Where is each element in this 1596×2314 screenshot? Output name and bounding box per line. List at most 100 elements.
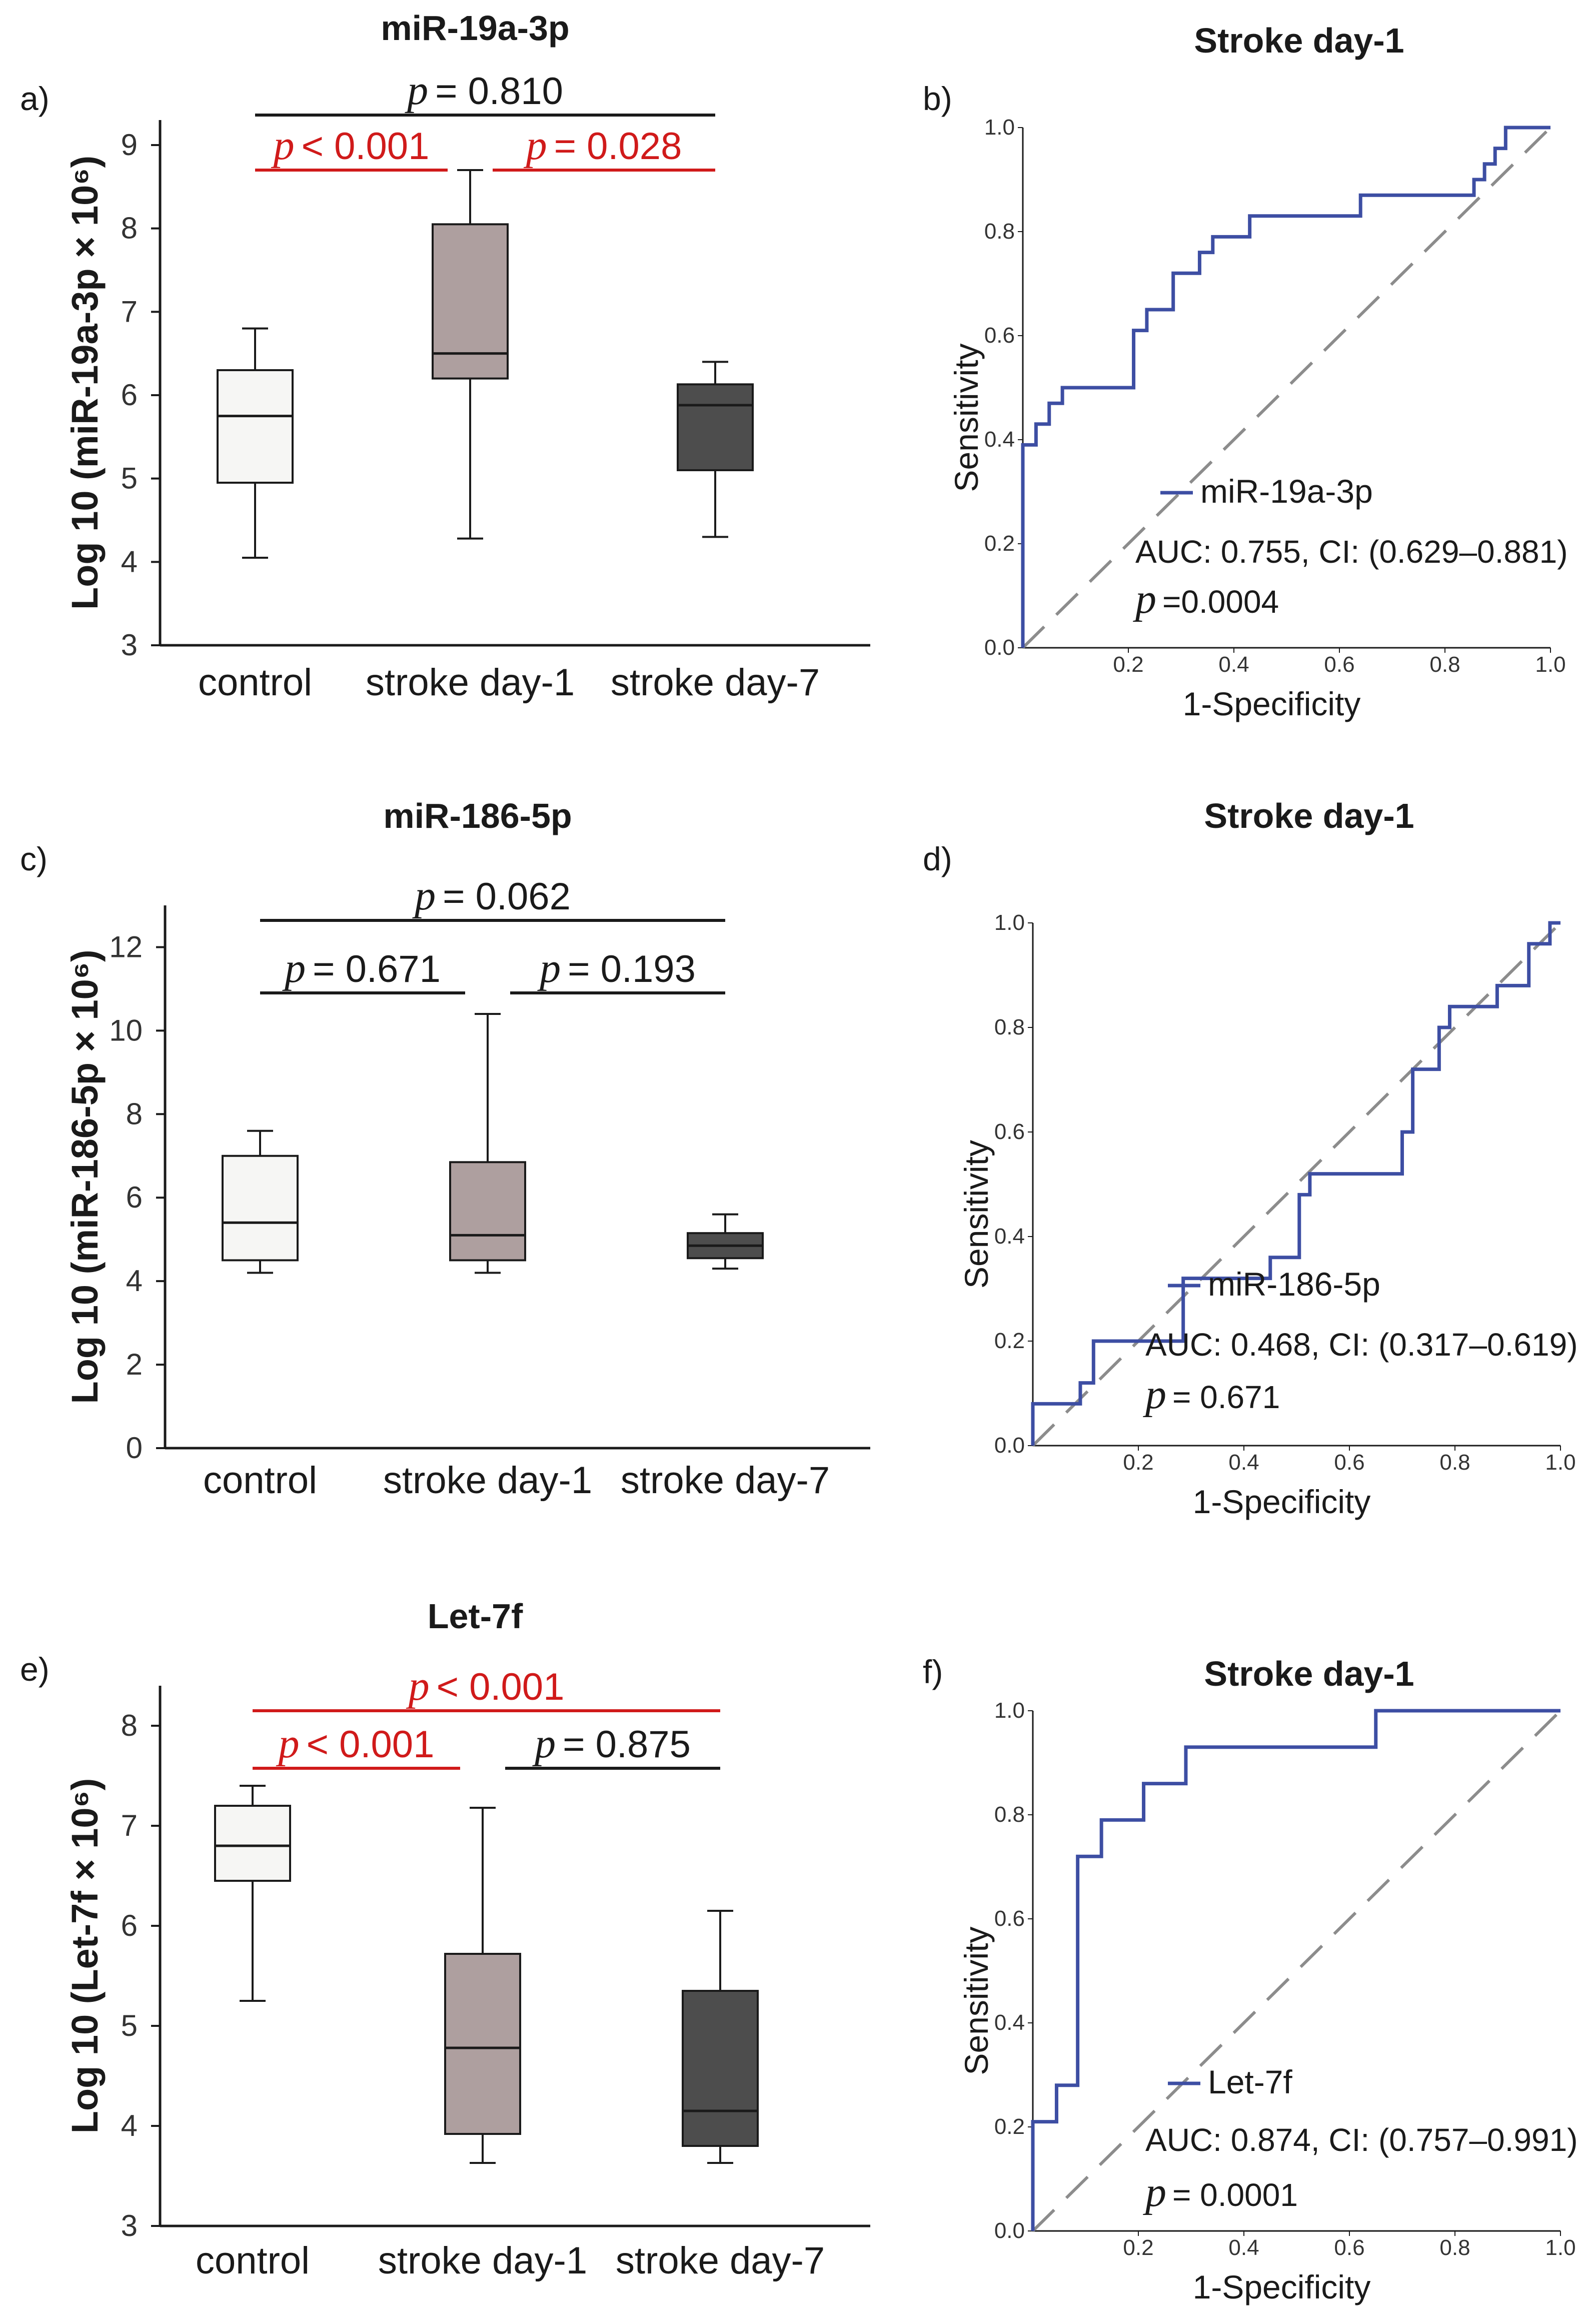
x-category-label: stroke day-7	[611, 661, 820, 704]
box-iqr	[217, 369, 294, 484]
p-value-label: p =0.0004	[1133, 576, 1279, 622]
x-category-label: stroke day-1	[383, 1459, 592, 1502]
y-tick-label: 0.6	[994, 1906, 1025, 1931]
panel-label: c)	[20, 840, 48, 877]
p-value-text: = 0.671	[1172, 1379, 1280, 1415]
y-tick-label: 0.0	[984, 635, 1015, 660]
p-symbol: p	[282, 945, 306, 991]
p-value-text: = 0.193	[568, 948, 696, 990]
legend-label: miR-19a-3p	[1200, 473, 1373, 510]
y-tick-label: 8	[121, 1709, 138, 1742]
y-axis-label: Sensitivity	[948, 343, 985, 492]
y-tick-label: 0.6	[984, 323, 1015, 348]
y-tick-label: 0.4	[984, 427, 1015, 452]
y-tick-label: 5	[121, 2009, 138, 2042]
x-category-label: control	[203, 1459, 317, 1502]
boxplot-panel-e: e) Let-7f 3 4 5 6 7 8 Log 10 (Let-7f × 10⁶) contr…	[20, 1597, 870, 2282]
y-tick-label: 8	[121, 212, 138, 245]
y-axis-label: Log 10 (miR-186-5p × 10⁶)	[64, 950, 106, 1404]
p-value-label: p = 0.028	[524, 122, 682, 169]
x-category-label: control	[198, 661, 312, 704]
y-tick-label: 6	[126, 1181, 143, 1214]
box-iqr	[444, 1953, 521, 2135]
p-value-label: p = 0.875	[532, 1720, 691, 1767]
y-tick-label: 0.8	[984, 219, 1015, 244]
auc-text: AUC: 0.755, CI: (0.629–0.881)	[1135, 534, 1568, 570]
box-stroke-day-1	[449, 1013, 526, 1274]
panel-label: e)	[20, 1651, 50, 1688]
box-control	[217, 327, 294, 559]
x-tick-label: 1.0	[1535, 652, 1565, 677]
y-tick-label: 3	[121, 2209, 138, 2242]
x-axis-label: 1-Specificity	[1193, 2268, 1371, 2305]
x-category-label: stroke day-1	[378, 2239, 587, 2282]
x-tick-label: 0.8	[1439, 1450, 1470, 1475]
roc-panel-d: d) Stroke day-1 0.0 0.2 0.4 0.6 0.8 1.0 0.2 0.4 0.…	[923, 796, 1578, 1520]
legend-label: miR-186-5p	[1208, 1266, 1380, 1303]
p-value-label: p = 0.810	[405, 67, 563, 114]
y-tick-label: 4	[121, 545, 138, 578]
box-control	[214, 1785, 291, 2002]
x-tick-label: 0.2	[1123, 1450, 1153, 1475]
p-value-text: = 0.671	[313, 948, 441, 990]
box-stroke-day-7	[682, 1910, 759, 2164]
p-symbol: p	[276, 1720, 300, 1767]
y-axis-label: Sensitivity	[958, 1140, 995, 1289]
p-symbol: p	[532, 1720, 556, 1767]
y-tick-label: 0.6	[994, 1119, 1025, 1144]
box-stroke-day-1	[444, 1807, 521, 2164]
y-tick-label: 4	[121, 2109, 138, 2142]
panel-label: d)	[923, 840, 952, 877]
y-tick-label: 7	[121, 295, 138, 328]
y-tick-label: 6	[121, 378, 138, 412]
box-stroke-day-7	[687, 1213, 764, 1270]
p-symbol: p	[1143, 1371, 1166, 1418]
p-symbol: p	[412, 872, 436, 919]
y-tick-label: 0.4	[994, 2010, 1025, 2035]
p-value-text: = 0.062	[443, 875, 571, 918]
x-tick-label: 0.6	[1324, 652, 1354, 677]
p-value-text: = 0.0001	[1172, 2177, 1298, 2213]
y-tick-label: 1.0	[984, 115, 1015, 140]
y-tick-label: 0.2	[994, 1329, 1025, 1353]
p-symbol: p	[1133, 576, 1156, 622]
box-iqr	[677, 383, 754, 471]
x-axis-label: 1-Specificity	[1183, 685, 1361, 722]
chart-title: miR-186-5p	[383, 796, 572, 835]
p-value-label: p < 0.001	[406, 1663, 565, 1709]
p-symbol: p	[405, 67, 428, 114]
p-value-text: < 0.001	[302, 125, 430, 168]
roc-curve	[1031, 1709, 1560, 2231]
x-tick-label: 0.6	[1334, 2235, 1364, 2260]
x-category-label: stroke day-1	[366, 661, 575, 704]
x-tick-label: 0.4	[1228, 1450, 1259, 1475]
y-tick-label: 2	[126, 1348, 143, 1381]
y-tick-label: 0.8	[994, 1802, 1025, 1827]
p-value-text: < 0.001	[307, 1723, 435, 1766]
x-category-label: stroke day-7	[616, 2239, 825, 2282]
y-tick-label: 5	[121, 462, 138, 495]
auc-text: AUC: 0.468, CI: (0.317–0.619)	[1145, 1327, 1578, 1363]
boxplot-panel-a: a) miR-19a-3p 3 4 5 6 7 8 9 Log 10 (miR-19a-3p × …	[20, 9, 870, 704]
x-tick-label: 1.0	[1545, 1450, 1575, 1475]
box-iqr	[432, 223, 509, 380]
box-iqr	[222, 1154, 299, 1262]
p-value-text: = 0.875	[563, 1723, 691, 1766]
chart-title: Let-7f	[428, 1597, 523, 1636]
panel-label: a)	[20, 80, 50, 117]
chart-title: Stroke day-1	[1204, 796, 1414, 835]
x-category-label: stroke day-7	[621, 1459, 830, 1502]
p-symbol: p	[1143, 2169, 1166, 2215]
y-tick-label: 1.0	[994, 910, 1025, 935]
roc-panel-b: b) Stroke day-1 0.0 0.2 0.4 0.6 0.8 1.0 0.2 0.4 0.…	[923, 21, 1568, 722]
roc-curve	[1031, 921, 1560, 1446]
y-tick-label: 0.2	[984, 531, 1015, 556]
y-tick-label: 8	[126, 1097, 143, 1130]
box-iqr	[214, 1805, 291, 1882]
p-value-text: < 0.001	[437, 1666, 565, 1708]
p-value-text: = 0.810	[435, 70, 563, 113]
y-tick-label: 0.4	[994, 1224, 1025, 1249]
p-value-label: p = 0.671	[282, 945, 441, 991]
y-tick-label: 0.2	[994, 2114, 1025, 2139]
p-value-label: p = 0.193	[537, 945, 696, 991]
